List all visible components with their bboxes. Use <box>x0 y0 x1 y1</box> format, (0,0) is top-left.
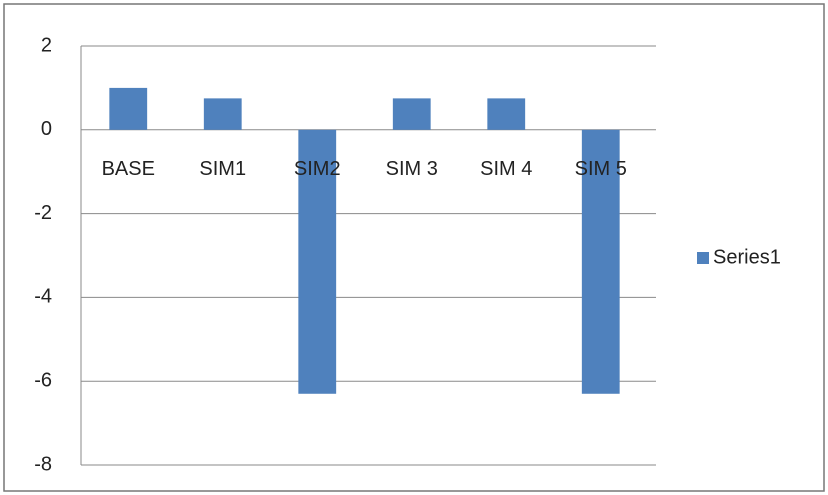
bar <box>109 87 148 130</box>
x-tick-label: SIM 3 <box>386 158 438 180</box>
bar <box>581 129 620 394</box>
x-tick-label: SIM 5 <box>575 158 627 180</box>
y-tick-label: 0 <box>41 118 52 140</box>
y-tick-label: -8 <box>34 453 52 475</box>
legend-swatch <box>697 252 709 264</box>
x-tick-label: BASE <box>102 158 155 180</box>
x-tick-label: SIM2 <box>294 158 341 180</box>
x-tick-label: SIM 4 <box>480 158 532 180</box>
legend-label: Series1 <box>713 246 781 268</box>
bar <box>203 98 242 130</box>
bar <box>487 98 526 130</box>
y-tick-label: -4 <box>34 286 52 308</box>
y-tick-label: -6 <box>34 369 52 391</box>
y-tick-label: -2 <box>34 202 52 224</box>
chart-frame <box>3 3 825 492</box>
bar <box>298 129 337 394</box>
bar <box>392 98 431 130</box>
x-tick-label: SIM1 <box>199 158 246 180</box>
y-tick-label: 2 <box>41 34 52 56</box>
